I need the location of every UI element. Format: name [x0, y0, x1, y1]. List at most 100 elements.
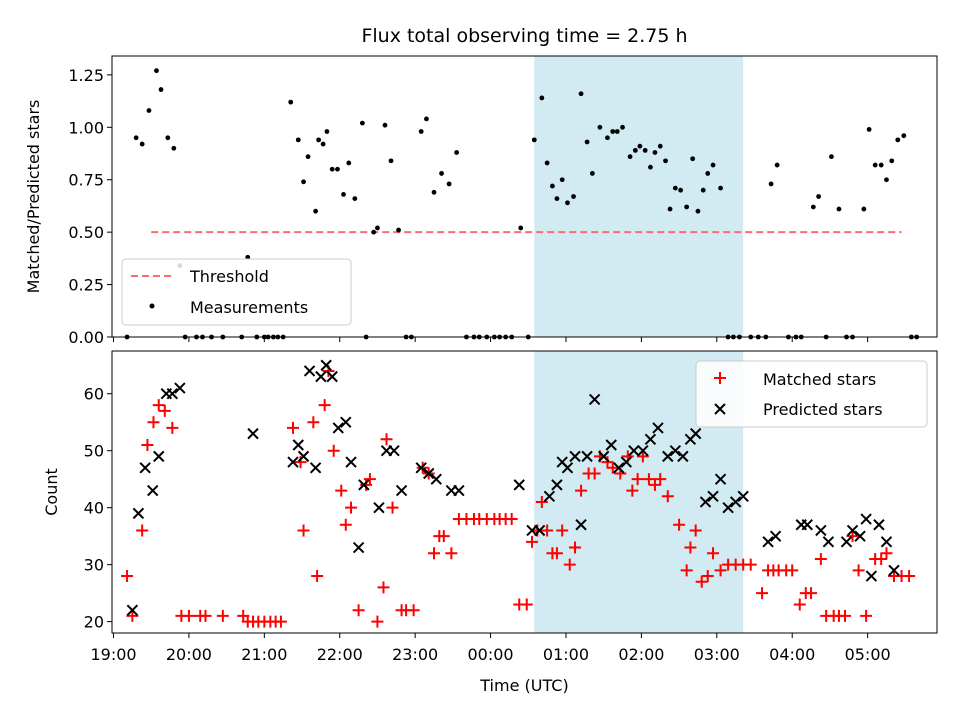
measurement-point [316, 137, 322, 143]
predicted-star-point [722, 501, 734, 514]
matched-star-point [588, 467, 601, 480]
time-x-tick-label: 20:00 [166, 645, 212, 664]
count-y-axis-label: Count [42, 468, 61, 516]
predicted-star-point [415, 462, 427, 474]
measurement-point [313, 208, 319, 214]
predicted-star-point [662, 450, 674, 463]
time-x-tick-label: 21:00 [241, 645, 287, 664]
matched-star-point [875, 552, 888, 565]
measurement-point [620, 124, 625, 130]
measurement-point [565, 200, 570, 206]
measurement-point [301, 179, 306, 185]
matched-star-point [199, 609, 212, 622]
matched-star-point [352, 604, 365, 617]
predicted-star-point [873, 519, 885, 531]
matched-star-point [903, 570, 916, 583]
predicted-star-point [132, 507, 145, 520]
measurement-point [684, 204, 690, 210]
measurement-point [866, 126, 872, 132]
time-x-tick-label: 22:00 [317, 645, 363, 664]
count-y-tick-label: 20 [84, 613, 104, 632]
matched-star-point [158, 404, 171, 417]
matched-star-point [141, 439, 154, 451]
predicted-star-point [543, 490, 556, 502]
predicted-star-point [669, 444, 682, 457]
matched-star-point [661, 490, 674, 503]
matched-star-point [416, 461, 429, 474]
measurement-point [518, 225, 524, 231]
matched-star-point [695, 575, 708, 588]
measurement-point [610, 129, 616, 134]
matched-star-point [786, 564, 799, 577]
predicted-star-point [699, 496, 712, 508]
predicted-star-point [309, 462, 322, 474]
measurement-point [642, 147, 648, 153]
measurement-point [388, 158, 394, 164]
matched-star-point [286, 421, 299, 434]
predicted-star-point [677, 450, 689, 463]
time-x-tick-label: 23:00 [392, 645, 438, 664]
measurement-point [154, 68, 159, 74]
matched-star-point [377, 581, 390, 594]
measurement-point [295, 137, 301, 143]
legend-threshold-label: Threshold [189, 267, 269, 286]
matched-star-point [371, 615, 384, 628]
matched-star-point [307, 416, 320, 429]
ratio-panel: 0.00 0.25 0.50 0.75 1.00 1.25 Flux total obse… [24, 25, 938, 347]
time-x-tick-label: 05:00 [845, 645, 891, 664]
matched-star-point [550, 547, 563, 560]
legend-matched-label: Matched stars [763, 370, 876, 389]
predicted-star-point [597, 450, 610, 463]
matched-star-point [437, 530, 450, 543]
predicted-star-point [707, 490, 719, 502]
measurement-point [418, 129, 424, 134]
predicted-star-point [292, 439, 304, 451]
measurement-point [324, 129, 330, 134]
predicted-star-point [332, 422, 344, 434]
predicted-star-point [453, 484, 465, 497]
matched-star-point [701, 570, 714, 583]
matched-star-point [274, 615, 287, 628]
measurement-point [578, 91, 584, 97]
matched-star-point [838, 609, 851, 622]
matched-star-point [327, 444, 340, 457]
matched-star-point [569, 541, 582, 554]
matched-star-point [318, 399, 331, 412]
measurement-point [584, 139, 590, 145]
measurement-point [335, 166, 340, 172]
matched-star-point [714, 564, 727, 577]
matched-star-point [707, 547, 720, 560]
legend-matched-swatch [714, 372, 726, 384]
predicted-star-point [689, 427, 702, 440]
ratio-panel-frame [111, 55, 938, 338]
predicted-star-point [423, 467, 435, 480]
matched-star-point [520, 598, 533, 611]
matched-star-point [575, 484, 588, 497]
ratio-y-tick-label: 0.50 [68, 223, 104, 242]
measurement-point [346, 160, 352, 166]
predicted-star-point [551, 479, 563, 491]
measurement-point [439, 171, 444, 176]
measurement-point [705, 171, 711, 176]
matched-star-point [654, 473, 667, 486]
measurement-point [597, 124, 603, 130]
matched-star-point [636, 450, 649, 463]
measurement-point [146, 108, 152, 113]
measurement-point [614, 129, 620, 134]
measurement-point [690, 156, 696, 162]
measurement-point [371, 229, 377, 235]
predicted-star-point [388, 444, 400, 457]
chart-title: Flux total observing time = 2.75 h [361, 25, 687, 47]
matched-star-point [642, 473, 655, 486]
predicted-star-point [153, 450, 165, 463]
measurement-point [165, 135, 171, 141]
matched-star-point [297, 524, 310, 537]
matched-star-point [852, 564, 865, 577]
predicted-star-point [126, 604, 139, 616]
matched-star-point [363, 473, 376, 486]
predicted-star-point [345, 456, 357, 468]
matched-star-point [689, 524, 702, 537]
measurement-point [446, 181, 452, 187]
measurement-point [554, 196, 560, 201]
predicted-star-point [628, 444, 640, 457]
